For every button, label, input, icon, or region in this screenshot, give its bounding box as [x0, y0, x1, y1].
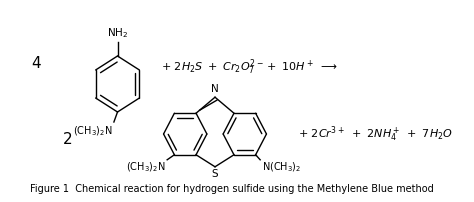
Text: (CH$_3$)$_2$N: (CH$_3$)$_2$N: [73, 124, 113, 138]
Text: 2: 2: [64, 133, 73, 147]
Text: S: S: [212, 169, 219, 179]
Text: $+\ 2Cr^{3+}\ +\ 2NH_4^+\ +\ 7H_2O$: $+\ 2Cr^{3+}\ +\ 2NH_4^+\ +\ 7H_2O$: [298, 124, 453, 144]
Text: N: N: [211, 84, 219, 94]
Text: (CH$_3$)$_2$N: (CH$_3$)$_2$N: [126, 161, 165, 174]
Text: NH$_2$: NH$_2$: [107, 26, 128, 40]
Text: $+\ 2H_2S\ +\ Cr_2O_7^{2-}+\ 10H^+\ \longrightarrow$: $+\ 2H_2S\ +\ Cr_2O_7^{2-}+\ 10H^+\ \lon…: [161, 57, 338, 77]
Text: N(CH$_3$)$_2$: N(CH$_3$)$_2$: [262, 161, 301, 174]
Text: 4: 4: [31, 57, 40, 72]
Text: Figure 1  Chemical reaction for hydrogen sulfide using the Methylene Blue method: Figure 1 Chemical reaction for hydrogen …: [30, 184, 434, 194]
